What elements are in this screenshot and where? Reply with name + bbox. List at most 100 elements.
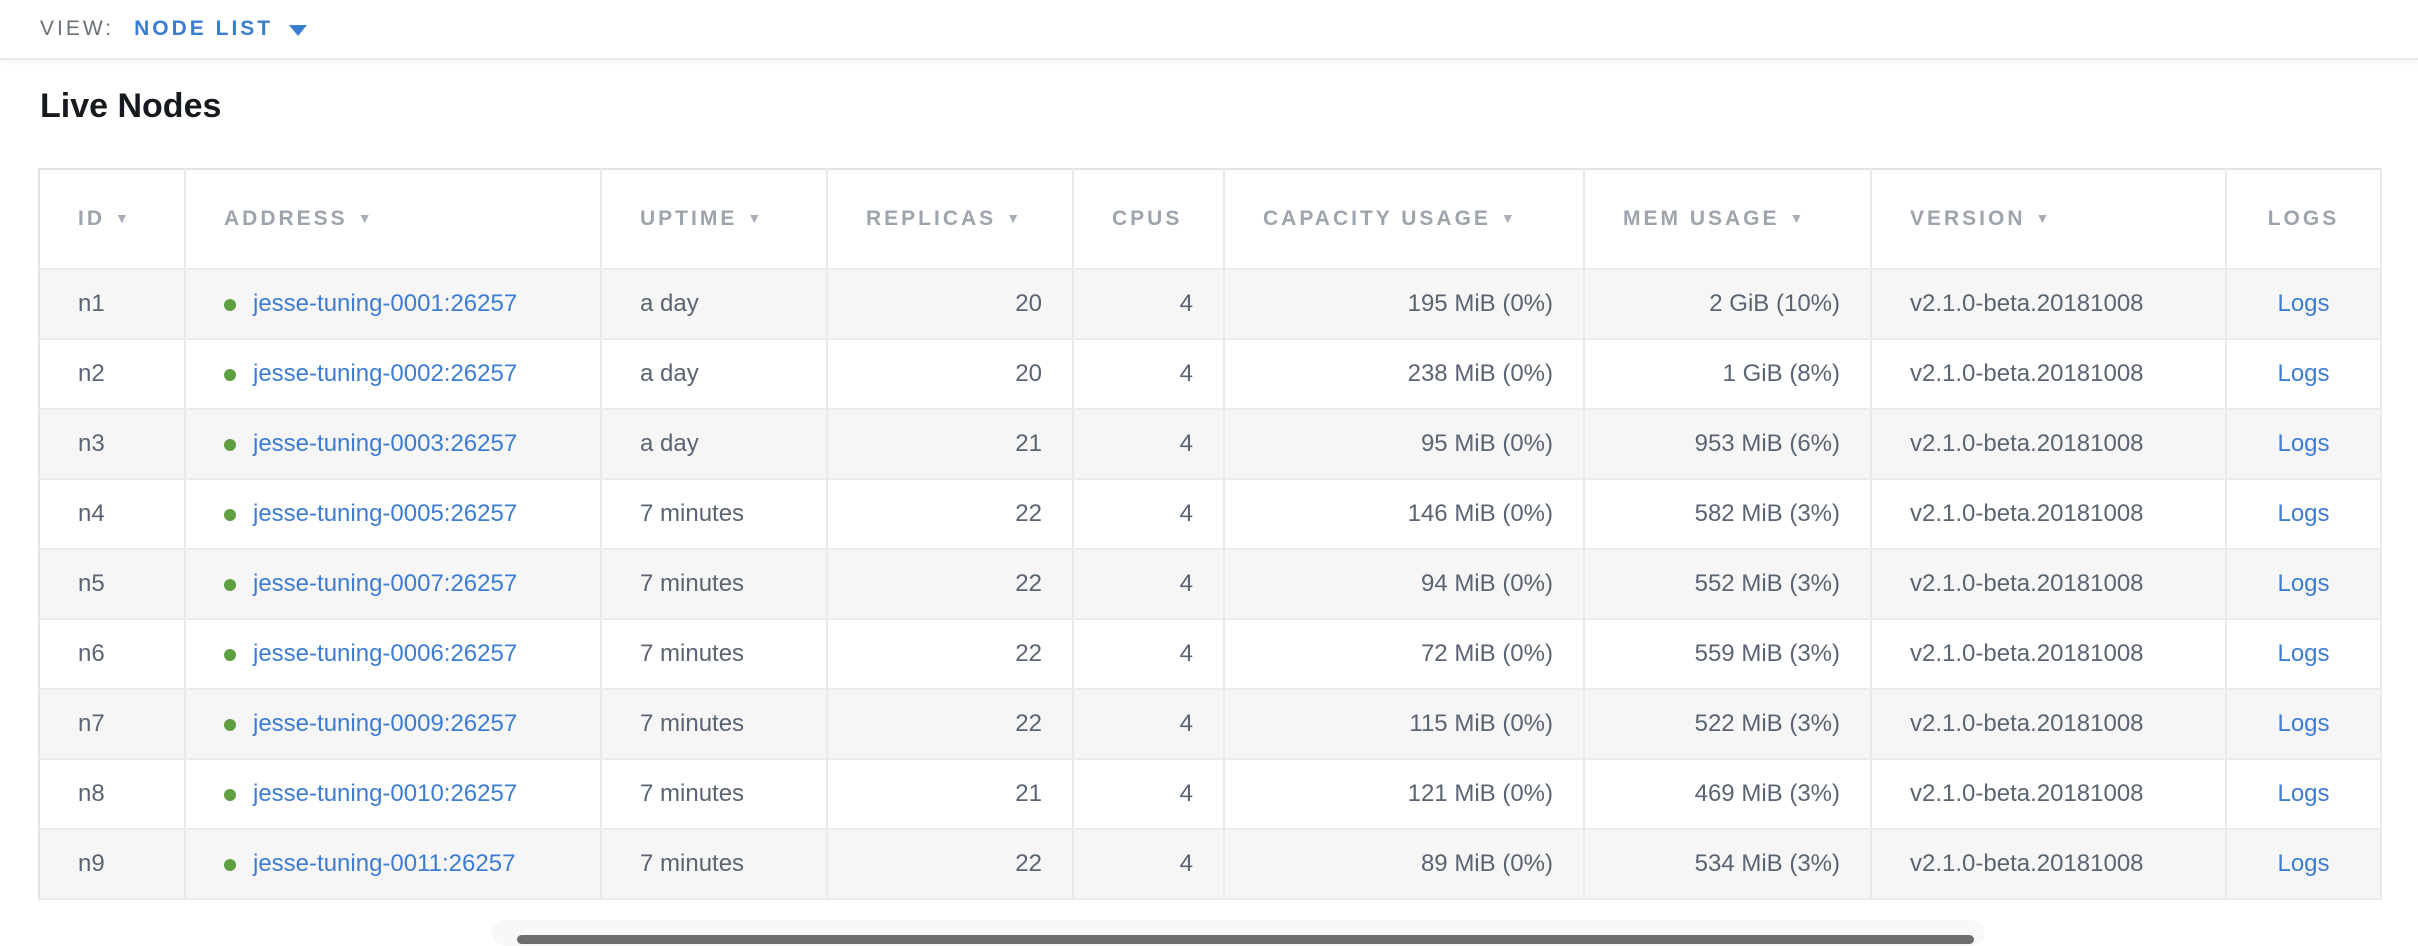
- view-toolbar: VIEW: NODE LIST: [0, 0, 2418, 60]
- cell-mem_usage: 559 MiB (3%): [1584, 619, 1872, 690]
- cell-cpus: 4: [1073, 269, 1225, 340]
- cell-id: n6: [39, 619, 186, 690]
- node-logs-link[interactable]: Logs: [2277, 430, 2330, 457]
- node-live-status-icon: [224, 578, 236, 591]
- cell-capacity_usage: 72 MiB (0%): [1224, 619, 1585, 690]
- sort-desc-icon: ▼: [1006, 210, 1024, 226]
- cell-logs: Logs: [2226, 759, 2382, 830]
- cell-replicas: 22: [827, 479, 1074, 550]
- cell-mem_usage: 534 MiB (3%): [1584, 829, 1872, 900]
- column-header-logs: LOGS: [2226, 169, 2382, 270]
- cell-capacity_usage: 146 MiB (0%): [1224, 479, 1585, 550]
- cell-mem_usage: 2 GiB (10%): [1584, 269, 1872, 340]
- cell-version: v2.1.0-beta.20181008: [1871, 549, 2227, 620]
- cell-id: n1: [39, 269, 186, 340]
- column-header-uptime[interactable]: UPTIME ▼: [601, 169, 828, 270]
- table-row: n7 jesse-tuning-0009:26257 7 minutes 22 4 115…: [39, 689, 2382, 760]
- horizontal-scrollbar-thumb[interactable]: [517, 935, 1974, 944]
- node-logs-link[interactable]: Logs: [2277, 360, 2330, 387]
- node-live-status-icon: [224, 298, 236, 311]
- cell-uptime: a day: [601, 339, 828, 410]
- cell-version: v2.1.0-beta.20181008: [1871, 409, 2227, 480]
- cell-mem_usage: 552 MiB (3%): [1584, 549, 1872, 620]
- node-logs-link[interactable]: Logs: [2277, 500, 2330, 527]
- node-address-link[interactable]: jesse-tuning-0006:26257: [253, 640, 518, 667]
- node-live-status-icon: [224, 438, 236, 451]
- cell-capacity_usage: 94 MiB (0%): [1224, 549, 1585, 620]
- cell-address: jesse-tuning-0003:26257: [185, 409, 602, 480]
- table-row: n6 jesse-tuning-0006:26257 7 minutes 22 4 72 …: [39, 619, 2382, 690]
- node-logs-link[interactable]: Logs: [2277, 850, 2330, 877]
- column-header-mem_usage[interactable]: MEM USAGE ▼: [1584, 169, 1872, 270]
- cell-mem_usage: 469 MiB (3%): [1584, 759, 1872, 830]
- column-header-label: CPUS: [1112, 207, 1183, 230]
- cell-logs: Logs: [2226, 549, 2382, 620]
- cell-logs: Logs: [2226, 269, 2382, 340]
- node-address-link[interactable]: jesse-tuning-0007:26257: [253, 570, 518, 597]
- sort-desc-icon: ▼: [1789, 210, 1807, 226]
- node-live-status-icon: [224, 788, 236, 801]
- sort-desc-icon: ▼: [115, 210, 132, 226]
- view-dropdown-value: NODE LIST: [134, 17, 274, 40]
- cell-uptime: 7 minutes: [601, 829, 828, 900]
- node-address-link[interactable]: jesse-tuning-0005:26257: [253, 500, 518, 527]
- cell-address: jesse-tuning-0006:26257: [185, 619, 602, 690]
- node-address-link[interactable]: jesse-tuning-0002:26257: [253, 360, 518, 387]
- cell-capacity_usage: 95 MiB (0%): [1224, 409, 1585, 480]
- node-live-status-icon: [224, 858, 236, 871]
- table-body: n1 jesse-tuning-0001:26257 a day 20 4 195 MiB…: [39, 269, 2382, 900]
- column-header-address[interactable]: ADDRESS ▼: [185, 169, 602, 270]
- cell-version: v2.1.0-beta.20181008: [1871, 479, 2227, 550]
- cell-cpus: 4: [1073, 759, 1225, 830]
- node-address-link[interactable]: jesse-tuning-0003:26257: [253, 430, 518, 457]
- column-header-replicas[interactable]: REPLICAS ▼: [827, 169, 1074, 270]
- node-logs-link[interactable]: Logs: [2277, 570, 2330, 597]
- node-address-link[interactable]: jesse-tuning-0009:26257: [253, 710, 518, 737]
- cell-replicas: 20: [827, 269, 1074, 340]
- node-logs-link[interactable]: Logs: [2277, 290, 2330, 317]
- column-header-id[interactable]: ID ▼: [39, 169, 186, 270]
- cell-uptime: 7 minutes: [601, 479, 828, 550]
- cell-logs: Logs: [2226, 689, 2382, 760]
- column-header-version[interactable]: VERSION ▼: [1871, 169, 2227, 270]
- column-header-label: ADDRESS: [224, 207, 348, 230]
- cell-capacity_usage: 115 MiB (0%): [1224, 689, 1585, 760]
- table-row: n4 jesse-tuning-0005:26257 7 minutes 22 4 146…: [39, 479, 2382, 550]
- cell-mem_usage: 1 GiB (8%): [1584, 339, 1872, 410]
- table-row: n3 jesse-tuning-0003:26257 a day 21 4 95 MiB …: [39, 409, 2382, 480]
- cell-replicas: 22: [827, 549, 1074, 620]
- node-address-link[interactable]: jesse-tuning-0011:26257: [253, 850, 516, 877]
- live-nodes-table-container: ID ▼ ADDRESS ▼ UPTIME ▼ REPLICAS ▼ CPUS CAPACITY …: [38, 168, 2382, 900]
- view-dropdown[interactable]: NODE LIST: [134, 17, 308, 41]
- node-logs-link[interactable]: Logs: [2277, 710, 2330, 737]
- cell-address: jesse-tuning-0005:26257: [185, 479, 602, 550]
- cell-replicas: 21: [827, 409, 1074, 480]
- cell-logs: Logs: [2226, 409, 2382, 480]
- node-live-status-icon: [224, 718, 236, 731]
- cell-version: v2.1.0-beta.20181008: [1871, 339, 2227, 410]
- cell-logs: Logs: [2226, 479, 2382, 550]
- cell-address: jesse-tuning-0010:26257: [185, 759, 602, 830]
- live-nodes-table: ID ▼ ADDRESS ▼ UPTIME ▼ REPLICAS ▼ CPUS CAPACITY …: [38, 168, 2382, 900]
- view-label: VIEW:: [40, 17, 115, 40]
- column-header-label: REPLICAS: [866, 207, 997, 230]
- cell-logs: Logs: [2226, 339, 2382, 410]
- column-header-label: UPTIME: [640, 207, 738, 230]
- cell-id: n3: [39, 409, 186, 480]
- node-logs-link[interactable]: Logs: [2277, 640, 2330, 667]
- cell-logs: Logs: [2226, 829, 2382, 900]
- column-header-capacity_usage[interactable]: CAPACITY USAGE ▼: [1224, 169, 1585, 270]
- cell-id: n4: [39, 479, 186, 550]
- node-live-status-icon: [224, 508, 236, 521]
- cell-mem_usage: 953 MiB (6%): [1584, 409, 1872, 480]
- cell-version: v2.1.0-beta.20181008: [1871, 269, 2227, 340]
- node-address-link[interactable]: jesse-tuning-0010:26257: [253, 780, 518, 807]
- cell-id: n8: [39, 759, 186, 830]
- cell-uptime: 7 minutes: [601, 759, 828, 830]
- node-address-link[interactable]: jesse-tuning-0001:26257: [253, 290, 518, 317]
- table-row: n2 jesse-tuning-0002:26257 a day 20 4 238 MiB…: [39, 339, 2382, 410]
- sort-desc-icon: ▼: [357, 210, 375, 226]
- cell-uptime: 7 minutes: [601, 619, 828, 690]
- node-logs-link[interactable]: Logs: [2277, 780, 2330, 807]
- cell-version: v2.1.0-beta.20181008: [1871, 829, 2227, 900]
